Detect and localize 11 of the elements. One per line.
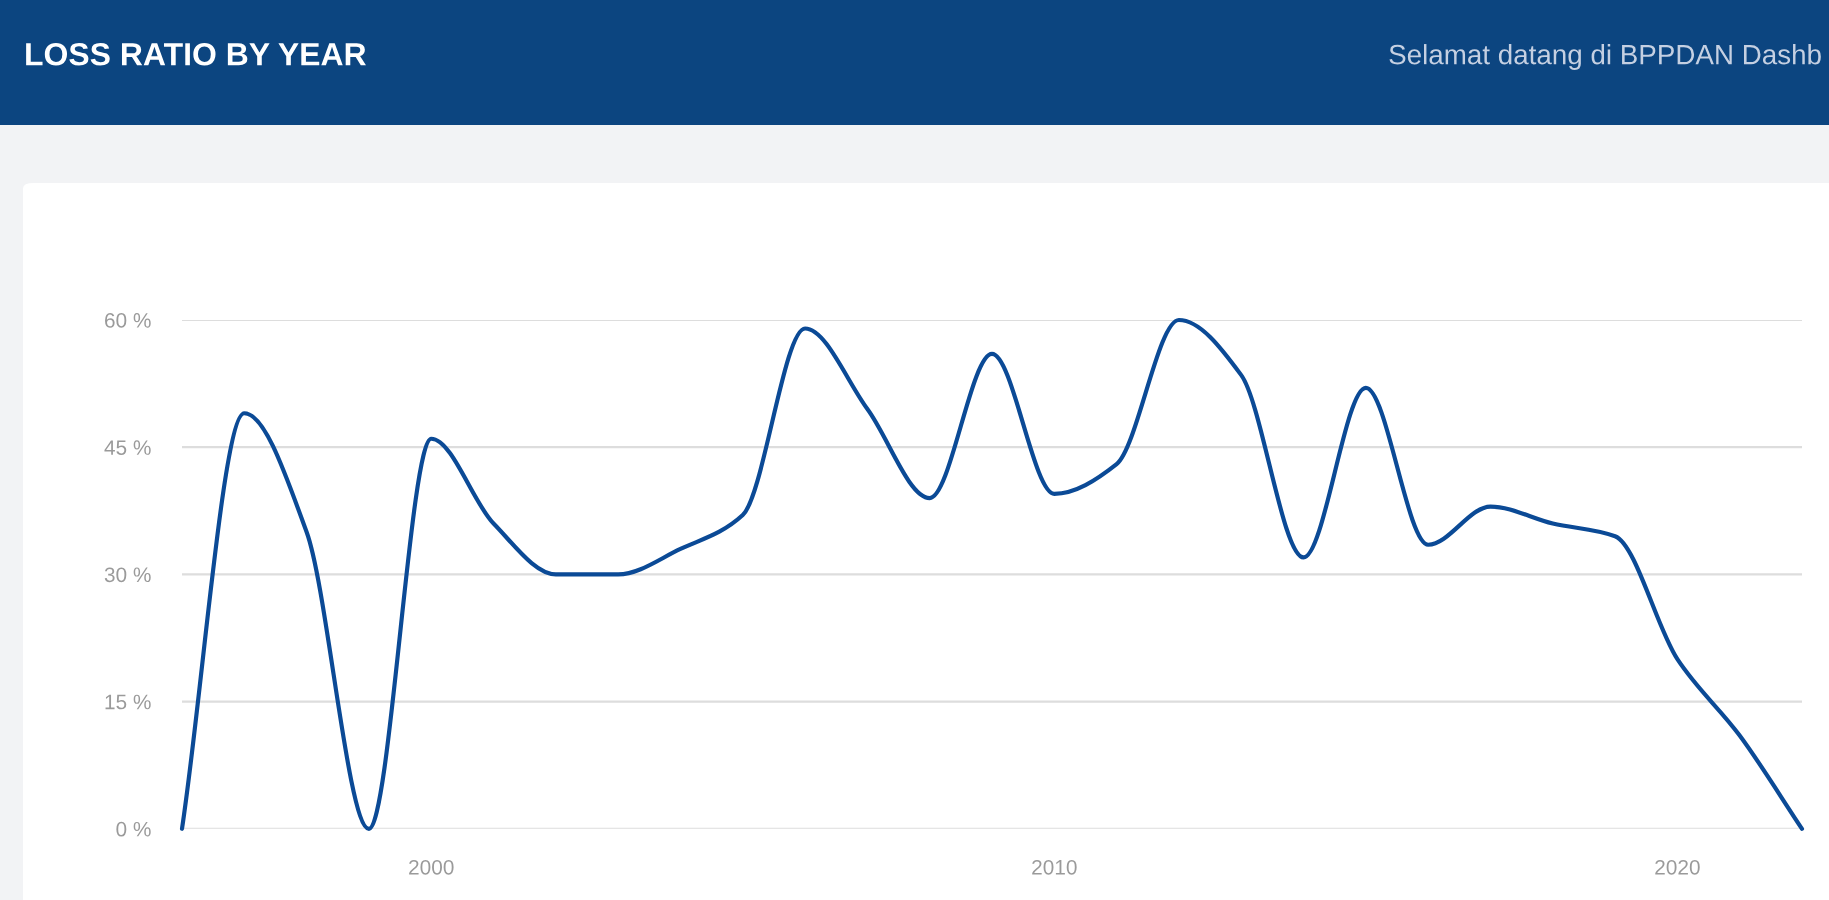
- y-tick-label: 45 %: [104, 440, 151, 455]
- y-tick-label: 15 %: [105, 694, 151, 710]
- y-tick-label: 0 %: [116, 821, 151, 837]
- chart-subtitle: Selamat datang di BPPDAN Dashb: [1389, 44, 1821, 70]
- x-tick-label: 2000: [409, 859, 454, 875]
- chart-title: LOSS RATIO BY YEAR: [26, 42, 366, 66]
- line-series: [179, 317, 1805, 831]
- y-tick-label: 30 %: [104, 567, 151, 583]
- x-tick-label: 2010: [1032, 859, 1077, 875]
- x-tick-label: 2020: [1655, 859, 1700, 875]
- y-tick-label: 60 %: [105, 313, 151, 328]
